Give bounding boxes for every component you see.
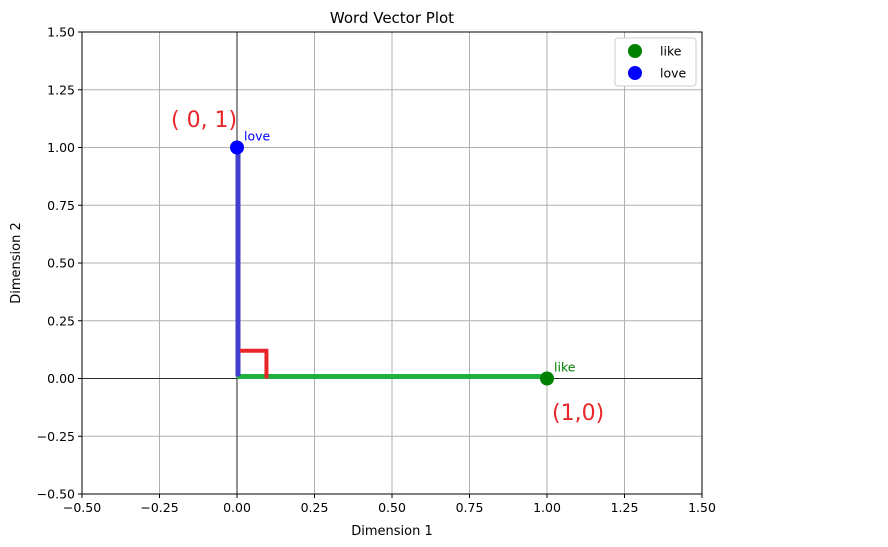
- legend-marker-like: [628, 44, 642, 58]
- x-tick-label: 1.00: [533, 500, 561, 515]
- right-angle-marker: [240, 348, 269, 379]
- y-tick-label: 0.50: [47, 256, 75, 271]
- y-tick-label: 0.00: [47, 371, 75, 386]
- grid-lines: [81, 31, 703, 495]
- y-axis-label: Dimension 2: [9, 222, 24, 304]
- x-ticks: −0.50 −0.25 0.00 0.25 0.50 0.75 1.00 1.25 1.50: [63, 494, 716, 515]
- y-tick-label: 1.25: [47, 82, 75, 97]
- x-tick-label: −0.25: [140, 500, 178, 515]
- x-tick-label: 1.50: [688, 500, 716, 515]
- x-tick-label: 0.50: [378, 500, 406, 515]
- annotation-like-coords: (1,0): [552, 401, 604, 426]
- x-axis-label: Dimension 1: [351, 524, 433, 539]
- y-tick-label: 1.50: [47, 25, 75, 40]
- x-tick-label: 0.00: [223, 500, 251, 515]
- y-tick-label: 0.75: [47, 198, 75, 213]
- y-tick-label: 1.00: [47, 140, 75, 155]
- y-tick-label: 0.25: [47, 313, 75, 328]
- y-tick-label: −0.50: [37, 487, 75, 502]
- x-tick-label: 0.25: [301, 500, 329, 515]
- point-label-love: love: [244, 129, 271, 144]
- chart-title: Word Vector Plot: [330, 9, 454, 27]
- y-ticks: −0.50 −0.25 0.00 0.25 0.50 0.75 1.00 1.25 1.50: [37, 25, 82, 502]
- legend-label-love: love: [660, 66, 687, 81]
- data-points: like love: [230, 129, 576, 386]
- legend: like love: [614, 37, 697, 87]
- x-tick-label: −0.50: [63, 500, 101, 515]
- legend-label-like: like: [660, 44, 682, 59]
- point-like: [540, 371, 554, 386]
- x-tick-label: 0.75: [456, 500, 484, 515]
- point-love: [230, 140, 244, 155]
- y-tick-label: −0.25: [37, 429, 75, 444]
- point-label-like: like: [554, 360, 576, 375]
- annotation-love-coords: ( 0, 1): [171, 108, 237, 133]
- x-tick-label: 1.25: [611, 500, 639, 515]
- legend-marker-love: [628, 66, 642, 80]
- vector-lines: [235, 147, 547, 379]
